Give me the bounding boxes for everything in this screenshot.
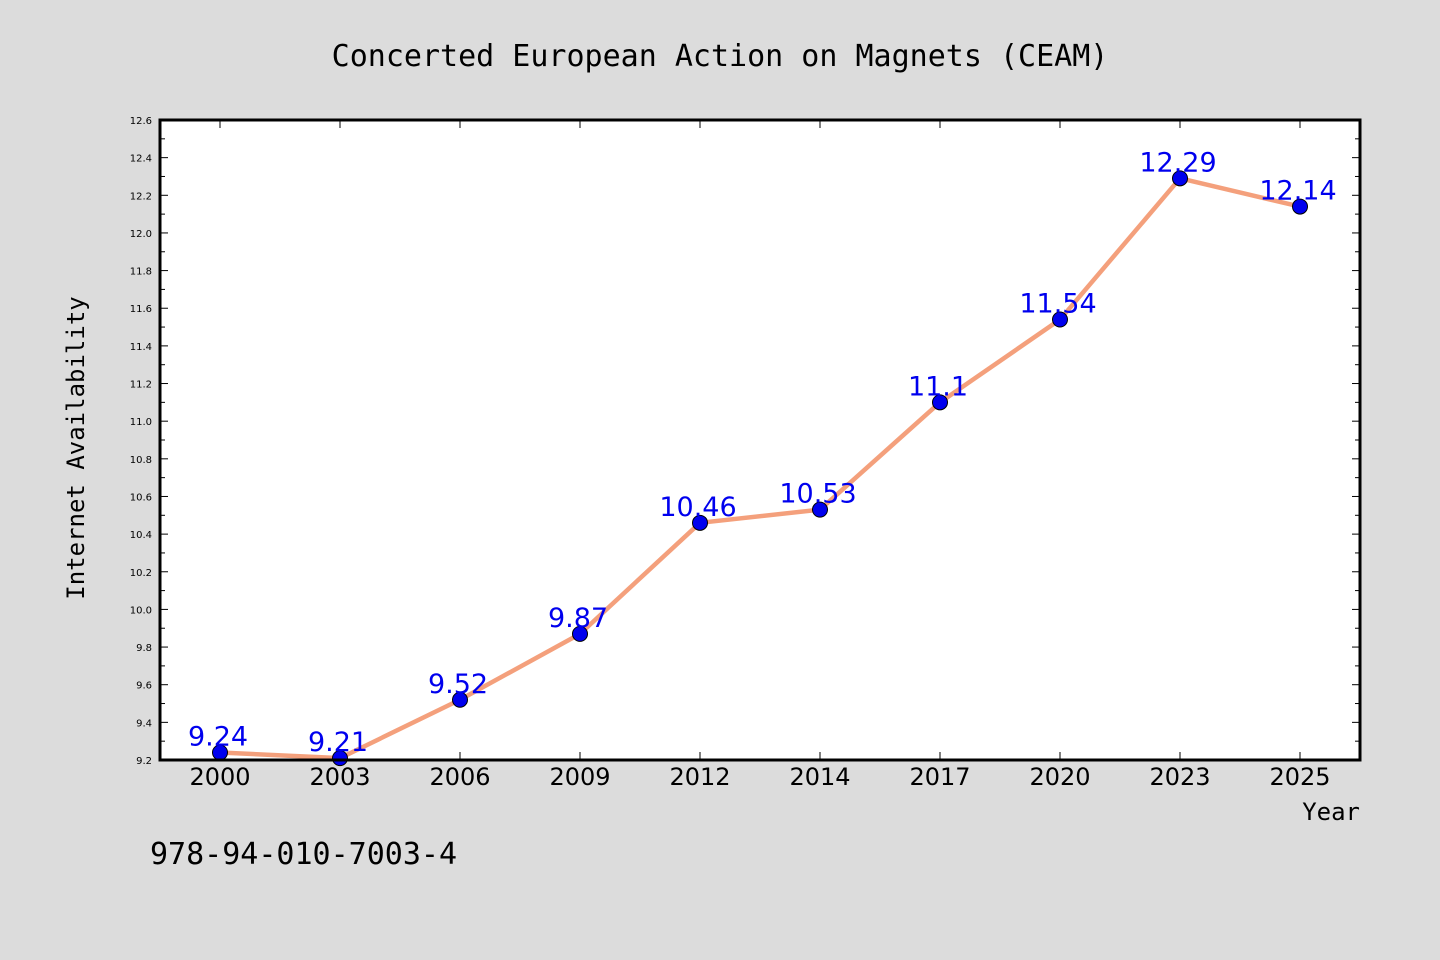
data-point <box>932 394 948 411</box>
data-point <box>452 691 468 708</box>
y-tick-label: 12.6 <box>130 116 152 127</box>
y-axis-label: Internet Availability <box>62 296 90 599</box>
y-tick-label: 11.2 <box>130 380 152 391</box>
y-tick-label: 9.4 <box>136 718 152 729</box>
y-tick-label: 10.0 <box>130 605 152 616</box>
x-tick-label: 2003 <box>309 763 370 791</box>
data-point <box>1172 170 1188 187</box>
y-tick-label: 11.4 <box>130 342 152 353</box>
y-tick-label: 10.6 <box>130 492 152 503</box>
chart-title: Concerted European Action on Magnets (CE… <box>332 39 1109 74</box>
y-tick-label: 9.6 <box>136 681 152 692</box>
x-axis-label: Year <box>1302 798 1360 826</box>
y-tick-label: 12.0 <box>130 229 152 240</box>
y-tick-label: 9.2 <box>136 756 152 767</box>
plot-area <box>160 120 1360 760</box>
data-point <box>572 625 588 642</box>
y-tick-label: 10.4 <box>130 530 152 541</box>
y-tick-label: 11.0 <box>130 417 152 428</box>
series-line <box>219 176 1301 761</box>
y-axis-ticks: 9.2 9.4 9.6 9.8 10.0 10.2 10.4 10.6 10.8 11.0 11.2… <box>130 116 1360 767</box>
x-tick-label: 2014 <box>789 763 850 791</box>
data-label: 10.46 <box>659 492 736 523</box>
data-point <box>332 750 348 767</box>
data-point <box>1052 311 1068 328</box>
y-tick-label: 12.4 <box>130 154 152 165</box>
data-label: 11.54 <box>1019 289 1096 320</box>
data-label: 9.24 <box>188 721 248 752</box>
data-label: 10.53 <box>779 479 856 510</box>
y-tick-label: 9.8 <box>136 643 152 654</box>
x-tick-label: 2012 <box>669 763 730 791</box>
y-tick-label: 11.6 <box>130 304 152 315</box>
x-tick-label: 2000 <box>189 763 250 791</box>
data-point <box>812 501 828 518</box>
data-label: 9.52 <box>428 669 488 700</box>
x-tick-label: 2017 <box>909 763 970 791</box>
data-label: 12.14 <box>1259 176 1336 207</box>
series-line-group: 9.24 9.21 9.52 9.87 10.46 10.53 11.1 11.54 12.29… <box>188 147 1337 767</box>
x-tick-label: 2006 <box>429 763 490 791</box>
x-tick-label: 2025 <box>1269 763 1330 791</box>
y-tick-label: 10.8 <box>130 455 152 466</box>
footnote-isbn: 978-94-010-7003-4 <box>150 837 457 872</box>
plot-frame <box>158 118 1362 762</box>
x-axis-ticks: 2000 2003 2006 2009 2012 2014 2017 2020 2023 2025 <box>189 120 1331 791</box>
x-tick-label: 2020 <box>1029 763 1090 791</box>
data-label: 9.87 <box>548 603 608 634</box>
x-tick-label: 2023 <box>1149 763 1210 791</box>
data-label: 11.1 <box>908 371 968 402</box>
y-tick-label: 12.2 <box>130 191 152 202</box>
data-point <box>692 514 708 531</box>
y-tick-label: 11.8 <box>130 267 152 278</box>
data-label: 12.29 <box>1139 147 1216 178</box>
x-tick-label: 2009 <box>549 763 610 791</box>
y-tick-label: 10.2 <box>130 568 152 579</box>
data-point <box>1292 198 1308 215</box>
data-label: 9.21 <box>308 727 368 758</box>
